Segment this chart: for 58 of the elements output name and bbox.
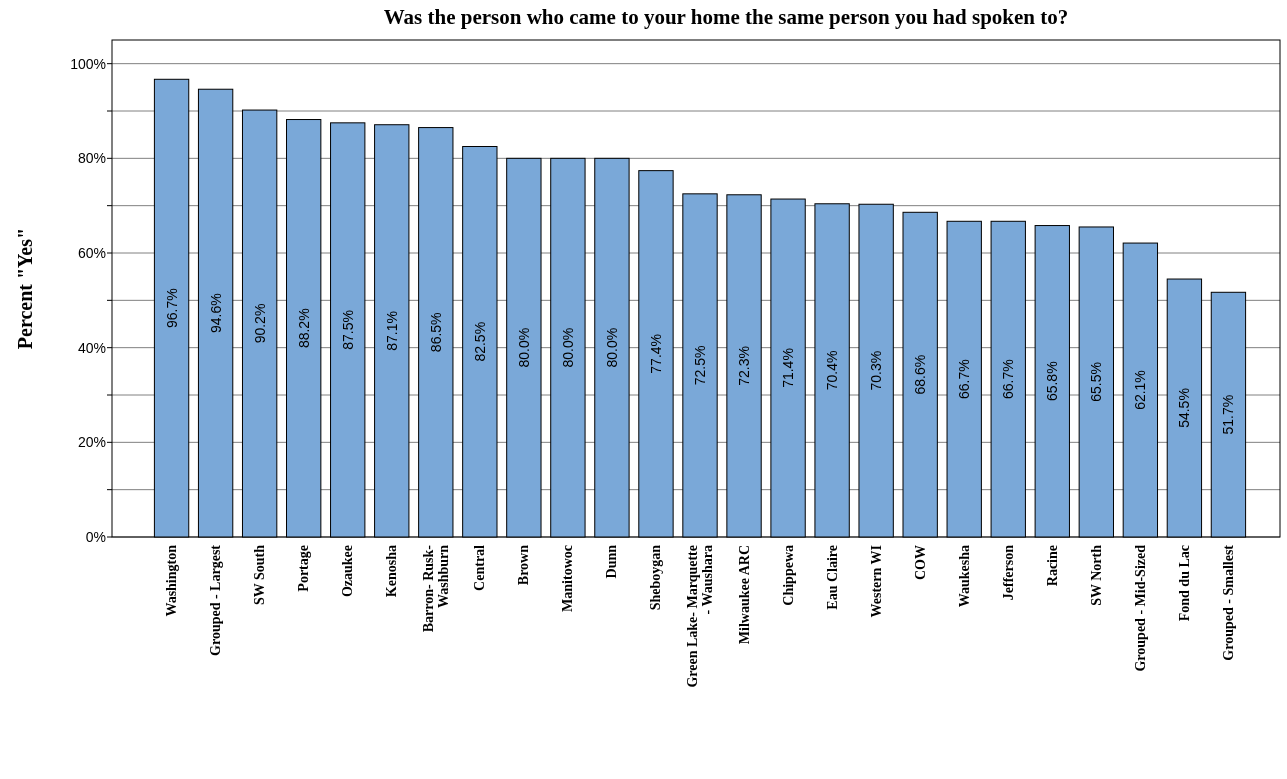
data-label: 80.0% — [515, 327, 532, 368]
data-label: 87.5% — [339, 310, 356, 350]
x-tick-label: Milwaukee ARC — [736, 545, 752, 645]
x-tick-label: Portage — [296, 545, 312, 592]
x-tick-label: Brown — [516, 544, 532, 586]
x-tick-label: Chippewa — [780, 545, 796, 606]
x-tick-label: Racine — [1044, 545, 1060, 587]
y-tick-label: 20% — [77, 434, 106, 451]
x-tick-label: Green Lake- Marquette - Waushara — [685, 545, 715, 688]
x-tick-label: Central — [472, 544, 488, 591]
data-label: 65.8% — [1044, 361, 1061, 402]
data-label: 87.1% — [383, 311, 400, 351]
x-tick-label: SW North — [1088, 544, 1104, 606]
y-tick-label: 60% — [77, 245, 106, 261]
data-label: 66.7% — [956, 359, 973, 399]
x-tick-label: Barron- Rusk- Washburn — [420, 544, 451, 633]
x-tick-label: Manitowoc — [560, 545, 576, 612]
x-tick-label: Ozaukee — [340, 545, 356, 598]
y-tick-label: 80% — [77, 150, 106, 167]
data-label: 80.0% — [559, 327, 576, 368]
x-tick-label: Waukesha — [956, 545, 972, 608]
data-label: 66.7% — [1000, 359, 1017, 399]
data-label: 54.5% — [1176, 388, 1193, 428]
data-label: 94.6% — [207, 293, 224, 333]
data-label: 86.5% — [427, 312, 444, 353]
x-tick-label: Washington — [164, 544, 180, 617]
x-tick-label: Fond du Lac — [1176, 545, 1192, 622]
x-tick-label: Grouped - Largest — [208, 544, 224, 656]
x-tick-label: Kenosha — [384, 545, 400, 598]
data-label: 90.2% — [251, 303, 268, 344]
x-tick-label: SW South — [252, 544, 268, 606]
x-tick-label: Sheboygan — [648, 544, 664, 611]
x-tick-label: COW — [912, 545, 928, 580]
data-label: 72.5% — [692, 345, 708, 386]
data-label: 96.7% — [163, 288, 180, 328]
data-label: 80.0% — [603, 327, 620, 368]
x-tick-label: Eau Claire — [824, 545, 840, 610]
data-label: 62.1% — [1132, 370, 1149, 410]
x-tick-label: Grouped - Smallest — [1220, 544, 1236, 661]
data-label: 68.6% — [912, 354, 929, 395]
data-label: 77.4% — [647, 333, 664, 374]
data-label: 51.7% — [1220, 394, 1237, 435]
y-tick-label: 100% — [70, 55, 106, 72]
data-label: 70.4% — [824, 350, 841, 391]
y-tick-label: 0% — [85, 529, 106, 545]
data-label: 88.2% — [295, 308, 312, 349]
x-tick-label: Dunn — [604, 544, 620, 579]
chart-title: Was the person who came to your home the same person you had spoken to? — [383, 5, 1069, 29]
data-label: 71.4% — [780, 348, 797, 388]
data-label: 65.5% — [1088, 362, 1105, 402]
x-tick-label: Western WI — [868, 545, 884, 618]
x-tick-label: Jefferson — [1000, 544, 1016, 601]
data-label: 82.5% — [471, 321, 488, 362]
data-label: 70.3% — [868, 350, 885, 391]
y-tick-label: 40% — [77, 339, 106, 356]
y-axis-title: Percent "Yes" — [14, 227, 36, 350]
data-label: 72.3% — [736, 346, 753, 386]
x-tick-label: Grouped - Mid-Sized — [1132, 544, 1148, 672]
